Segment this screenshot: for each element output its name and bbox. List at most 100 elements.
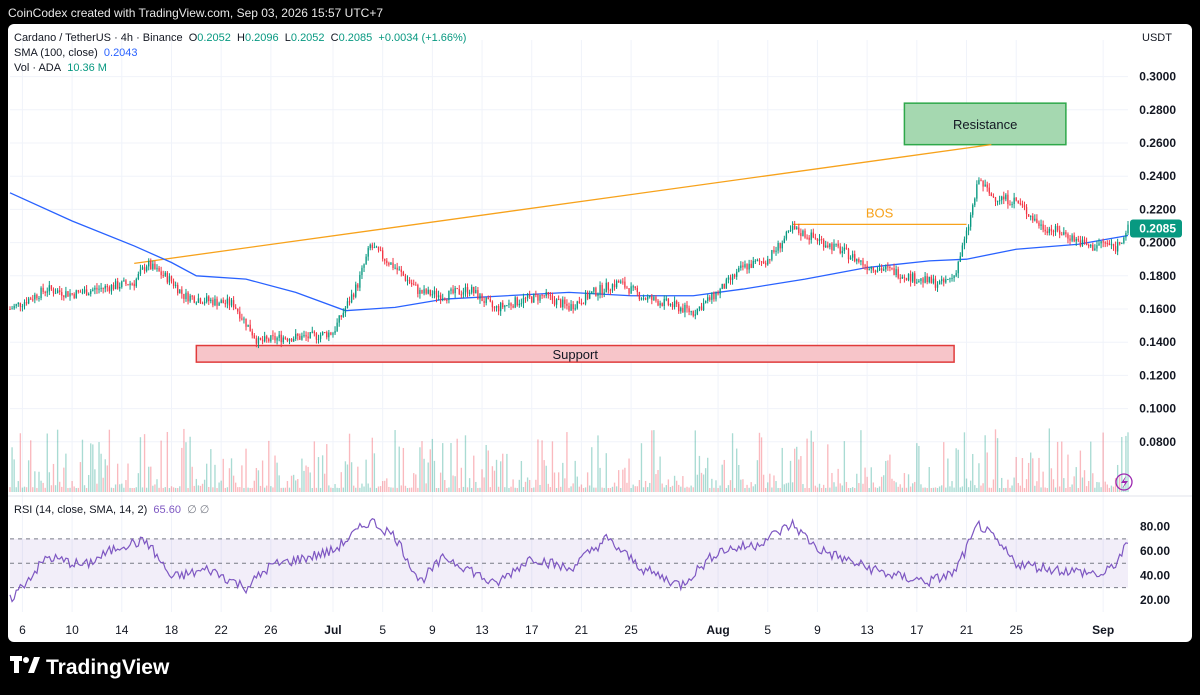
volume-bar bbox=[765, 487, 767, 492]
candle-body bbox=[1011, 204, 1013, 206]
candle-body bbox=[152, 263, 154, 270]
candle-body bbox=[624, 281, 626, 288]
candle-body bbox=[319, 335, 322, 339]
volume-bar bbox=[226, 487, 229, 492]
volume-bar bbox=[725, 487, 728, 492]
volume-bar bbox=[607, 487, 610, 492]
candle-body bbox=[506, 305, 508, 307]
volume-bar bbox=[644, 480, 647, 492]
rsi-tick-label: 60.00 bbox=[1140, 544, 1170, 558]
volume-bar bbox=[798, 459, 800, 492]
volume-bar bbox=[920, 484, 922, 492]
date-tick-label: 17 bbox=[525, 623, 539, 637]
candle-body bbox=[647, 296, 649, 300]
candle-body bbox=[462, 292, 465, 295]
volume-bar bbox=[168, 487, 171, 492]
price-tick-label: 0.1600 bbox=[1139, 302, 1176, 316]
volume-bar bbox=[887, 460, 889, 492]
volume-bar bbox=[220, 480, 222, 492]
volume-bar bbox=[292, 474, 295, 492]
candle-body bbox=[274, 336, 276, 341]
volume-bar bbox=[767, 482, 769, 492]
candle-body bbox=[642, 298, 645, 300]
candle-body bbox=[953, 275, 955, 279]
candle-body bbox=[572, 304, 574, 310]
volume-bar bbox=[1030, 452, 1032, 492]
volume-bar bbox=[85, 487, 88, 492]
candle-body bbox=[1125, 233, 1127, 238]
volume-bar bbox=[599, 467, 601, 492]
volume-bar bbox=[638, 479, 641, 492]
rsi-pane bbox=[9, 518, 1129, 603]
candle-body bbox=[972, 205, 974, 215]
candle-body bbox=[1079, 240, 1082, 246]
candle-body bbox=[38, 298, 40, 300]
resistance-box bbox=[903, 102, 1067, 146]
candle-body bbox=[390, 262, 392, 265]
volume-bar bbox=[245, 448, 247, 492]
volume-bar bbox=[510, 486, 512, 492]
candle-body bbox=[526, 294, 529, 298]
candle-body bbox=[576, 301, 578, 309]
volume-bar bbox=[102, 477, 104, 492]
candle-body bbox=[334, 330, 336, 334]
candle-body bbox=[729, 277, 732, 280]
volume-bar bbox=[239, 487, 241, 492]
volume-bar bbox=[816, 487, 819, 492]
volume-bar bbox=[506, 453, 508, 492]
candle-body bbox=[332, 333, 334, 335]
volume-bar bbox=[123, 487, 125, 492]
volume-bar bbox=[982, 483, 984, 492]
tradingview-brand[interactable]: TradingView bbox=[10, 656, 169, 680]
volume-bar bbox=[907, 474, 910, 492]
candle-body bbox=[79, 291, 82, 293]
volume-bar bbox=[330, 487, 332, 492]
candle-body bbox=[599, 285, 601, 294]
candle-body bbox=[396, 267, 398, 270]
candle-body bbox=[125, 280, 127, 285]
candle-body bbox=[137, 274, 140, 280]
candle-body bbox=[249, 324, 251, 332]
candle-body bbox=[1067, 234, 1069, 239]
volume-bar bbox=[218, 482, 220, 492]
price-tick-label: 0.3000 bbox=[1139, 70, 1176, 84]
candle-body bbox=[145, 266, 148, 271]
volume-bar bbox=[969, 480, 972, 492]
volume-bar bbox=[83, 485, 86, 492]
candle-body bbox=[990, 193, 993, 197]
volume-bar bbox=[206, 463, 208, 492]
volume-bar bbox=[663, 487, 665, 492]
volume-bar bbox=[137, 473, 140, 492]
volume-bar bbox=[493, 470, 496, 492]
candle-body bbox=[1009, 204, 1011, 206]
candle-body bbox=[630, 286, 632, 294]
volume-bar bbox=[212, 487, 214, 492]
candle-body bbox=[433, 290, 436, 295]
volume-bar bbox=[295, 480, 297, 492]
candle-body bbox=[1013, 197, 1015, 205]
candle-body bbox=[203, 301, 206, 304]
candle-body bbox=[402, 271, 405, 276]
volume-bar bbox=[754, 484, 757, 492]
volume-bar bbox=[1073, 476, 1075, 492]
volume-bar bbox=[1038, 457, 1040, 492]
volume-bar bbox=[247, 487, 249, 492]
candle-body bbox=[1027, 214, 1030, 217]
volume-bar bbox=[75, 488, 77, 492]
candle-body bbox=[350, 294, 353, 303]
rsi-extra: ∅ ∅ bbox=[187, 504, 210, 516]
volume-bar bbox=[518, 479, 520, 492]
candle-body bbox=[493, 307, 496, 309]
candle-body bbox=[829, 243, 831, 248]
volume-bar bbox=[874, 487, 877, 492]
candle-body bbox=[1071, 235, 1073, 241]
volume-bar bbox=[25, 487, 28, 492]
candle-body bbox=[340, 315, 342, 317]
candle-body bbox=[595, 287, 597, 296]
tradingview-wordmark: TradingView bbox=[46, 656, 170, 679]
candle-body bbox=[284, 337, 287, 339]
volume-bar bbox=[953, 487, 955, 492]
volume-bar bbox=[1081, 477, 1084, 492]
volume-bar bbox=[210, 449, 212, 492]
